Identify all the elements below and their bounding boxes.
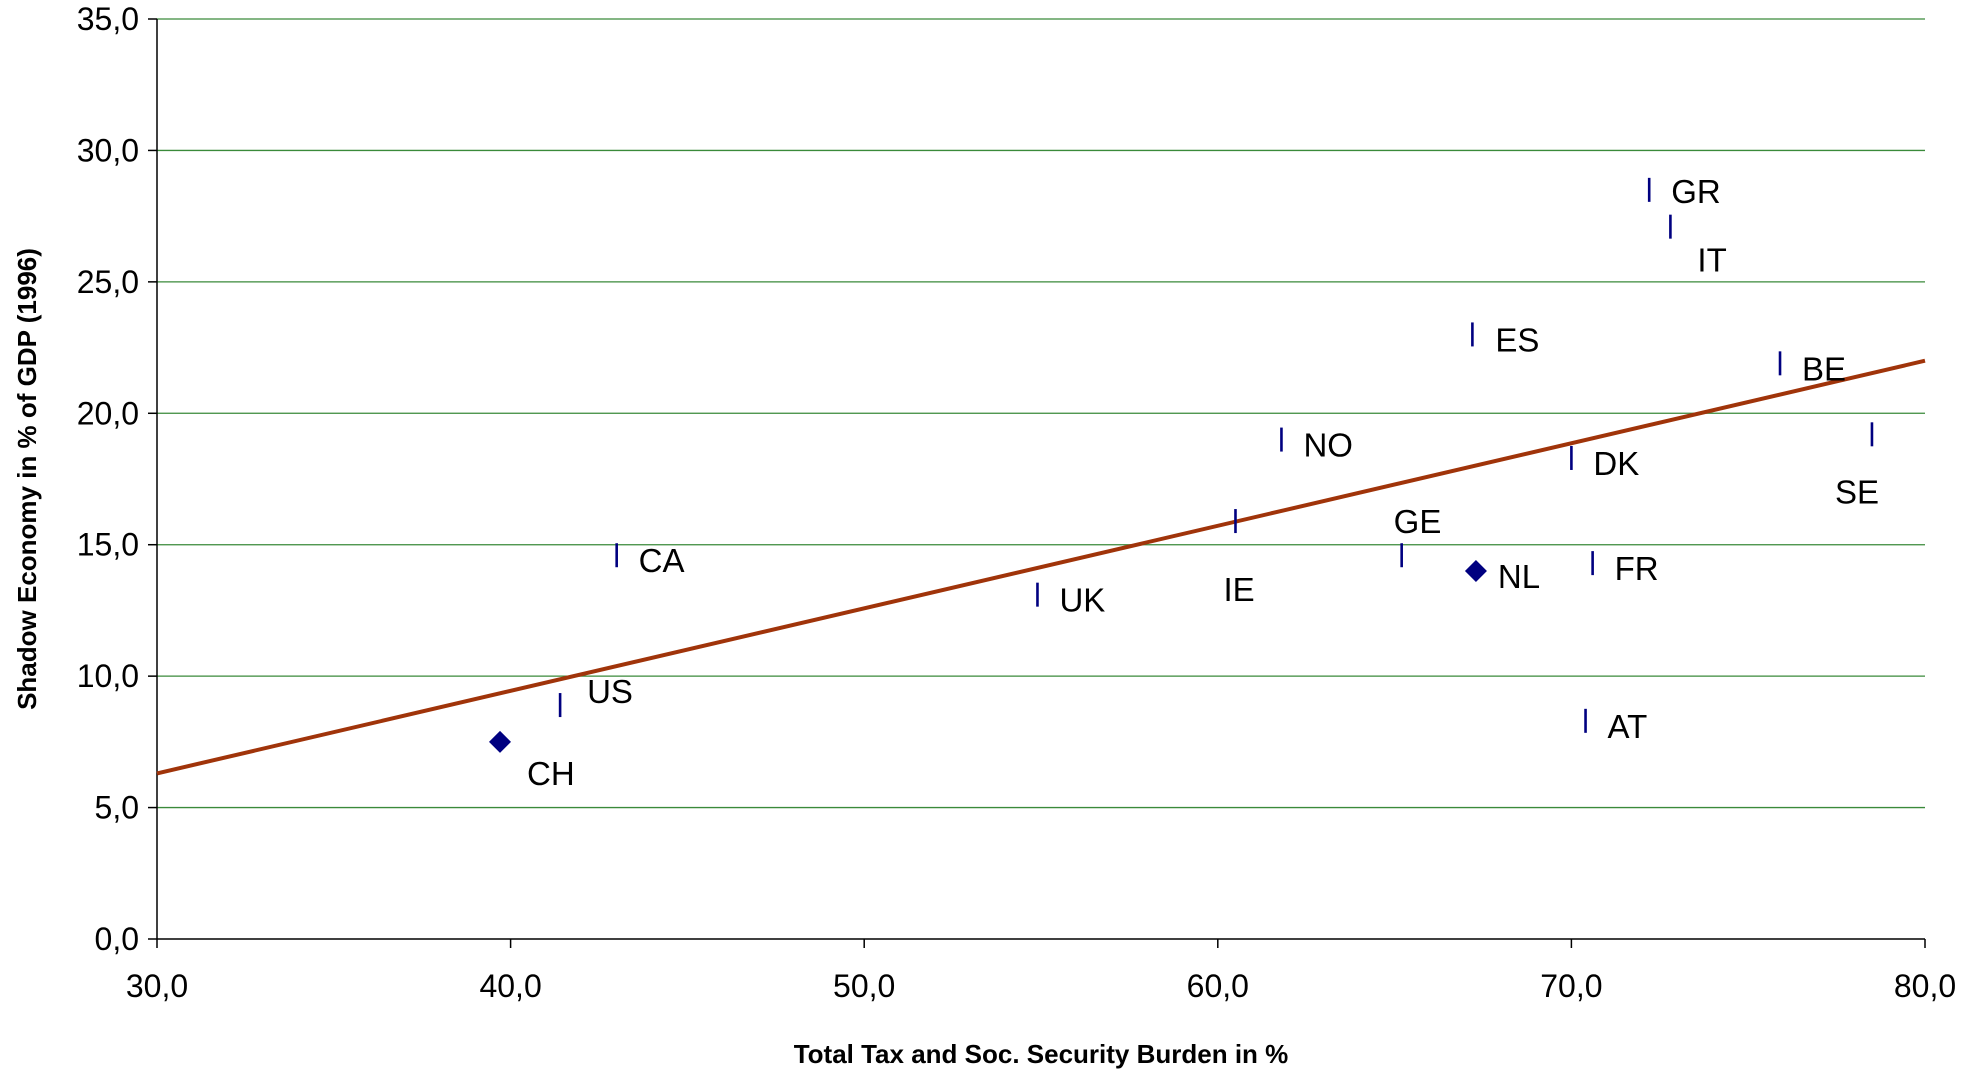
label-fr: FR [1615, 550, 1659, 587]
label-be: BE [1802, 350, 1846, 387]
label-ch: CH [527, 755, 575, 792]
x-tick-label-0: 30,0 [126, 968, 188, 1004]
x-tick-label-5: 80,0 [1894, 968, 1956, 1004]
y-tick-label-3: 15,0 [77, 527, 139, 563]
label-it: IT [1697, 242, 1726, 279]
y-tick-label-0: 0,0 [95, 921, 139, 957]
x-tick-label-3: 60,0 [1187, 968, 1249, 1004]
label-uk: UK [1059, 582, 1105, 619]
label-ie: IE [1223, 571, 1254, 608]
axes [148, 18, 1926, 948]
label-nl: NL [1498, 558, 1540, 595]
x-tick-label-4: 70,0 [1540, 968, 1602, 1004]
y-axis-title: Shadow Economy in % of GDP (1996) [12, 248, 42, 710]
data-points [488, 177, 1874, 753]
label-no: NO [1303, 427, 1353, 464]
y-tick-label-2: 10,0 [77, 658, 139, 694]
label-es: ES [1495, 321, 1539, 358]
y-tick-label-1: 5,0 [95, 790, 139, 826]
label-ca: CA [639, 542, 685, 579]
label-ge: GE [1394, 503, 1442, 540]
x-axis-title: Total Tax and Soc. Security Burden in % [794, 1039, 1289, 1069]
label-at: AT [1608, 708, 1648, 745]
grid-lines [157, 18, 1925, 809]
tick-labels: 0,0 5,0 10,0 15,0 20,0 25,0 30,0 35,0 30,0 40,0 50… [77, 1, 1956, 1004]
point-nl [1464, 560, 1487, 582]
point-ch [488, 730, 511, 753]
y-tick-label-4: 20,0 [77, 395, 139, 431]
label-gr: GR [1671, 173, 1721, 210]
point-labels: GR IT ES BE SE NO DK IE GE CA FR NL UK US AT CH [527, 173, 1879, 792]
x-tick-label-1: 40,0 [479, 968, 541, 1004]
y-tick-label-7: 35,0 [77, 1, 139, 37]
label-dk: DK [1593, 445, 1639, 482]
trendline-group [156, 358, 1926, 776]
label-se: SE [1835, 473, 1879, 510]
x-tick-label-2: 50,0 [833, 968, 895, 1004]
trendline [156, 358, 1926, 776]
label-us: US [587, 673, 633, 710]
y-tick-label-5: 25,0 [77, 264, 139, 300]
y-tick-label-6: 30,0 [77, 132, 139, 168]
